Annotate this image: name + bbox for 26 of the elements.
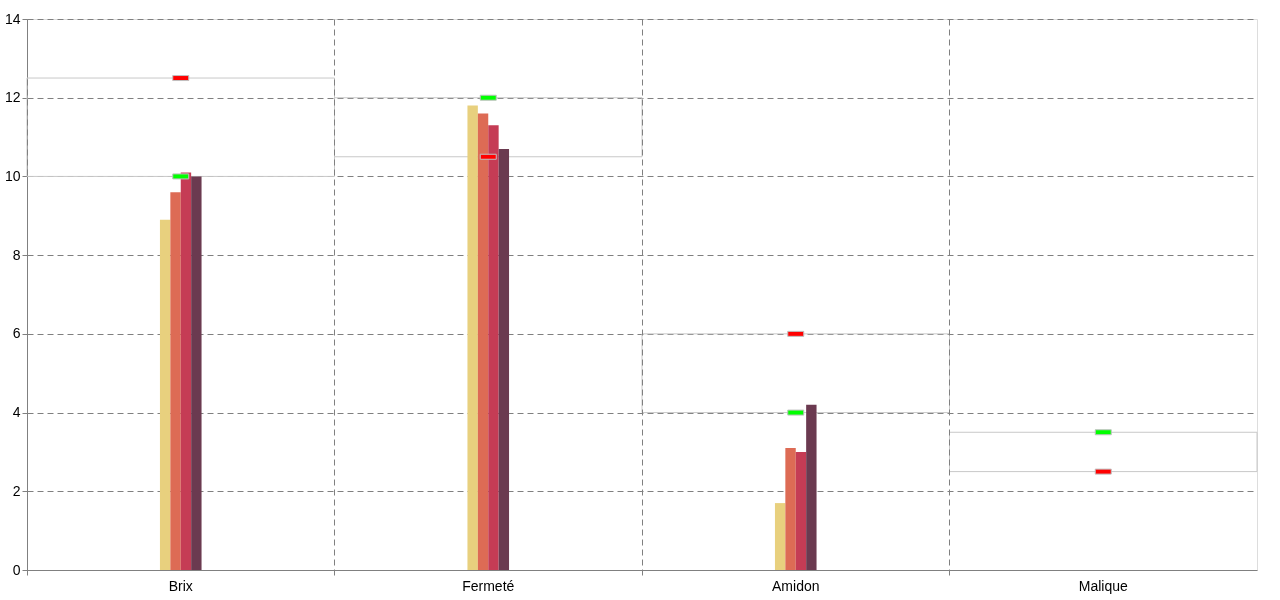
x-tick-label: Fermeté <box>462 577 515 594</box>
bar <box>180 172 192 570</box>
y-tick-label: 8 <box>12 246 21 263</box>
y-tick-label: 14 <box>4 10 21 27</box>
bar <box>488 125 499 570</box>
x-tick-label: Amidon <box>772 577 820 594</box>
bar <box>795 451 807 570</box>
bar <box>467 105 478 570</box>
bar <box>785 447 796 570</box>
bar <box>641 333 950 414</box>
y-tick-label: 4 <box>12 404 21 421</box>
bar <box>477 113 489 570</box>
bar <box>949 431 1258 473</box>
y-tick-label: 2 <box>12 482 21 499</box>
bar <box>191 176 202 570</box>
y-tick-label: 10 <box>4 167 21 184</box>
bar <box>170 192 181 570</box>
x-tick-label: Brix <box>168 577 193 594</box>
bar <box>498 148 510 570</box>
bar <box>806 404 817 570</box>
x-tick-label: Malique <box>1078 577 1128 594</box>
y-tick-label: 6 <box>12 325 21 342</box>
y-tick-label: 12 <box>4 89 21 106</box>
bar <box>159 219 171 570</box>
bar <box>774 503 786 570</box>
y-tick-label: 0 <box>12 561 21 578</box>
